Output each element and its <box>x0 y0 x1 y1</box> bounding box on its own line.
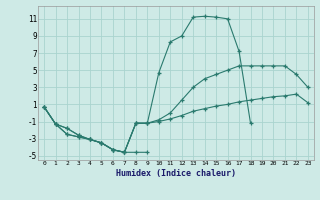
X-axis label: Humidex (Indice chaleur): Humidex (Indice chaleur) <box>116 169 236 178</box>
